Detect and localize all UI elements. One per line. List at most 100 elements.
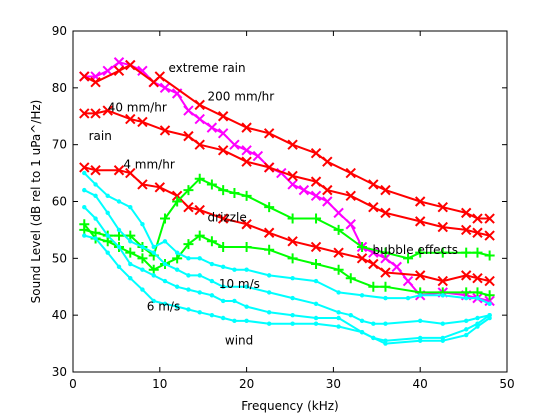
y-tick-label: 70 <box>52 138 67 152</box>
data-point-x-marker <box>310 190 322 202</box>
data-point-dot-marker <box>313 301 319 306</box>
data-point-dot-marker <box>93 182 98 187</box>
data-point-x-marker <box>380 207 391 219</box>
annotation-label: 40 mm/hr <box>108 101 167 115</box>
data-point-x-marker <box>460 270 472 281</box>
data-point-dot-marker <box>162 278 168 284</box>
data-point-dot-marker <box>220 315 226 321</box>
data-point-x-marker <box>460 224 472 236</box>
data-point-plus-marker <box>102 236 113 247</box>
data-point-dot-marker <box>197 290 202 295</box>
data-point-dot-marker <box>140 267 145 272</box>
data-point-dot-marker <box>440 293 445 298</box>
data-point-plus-marker <box>114 230 125 241</box>
data-point-x-marker <box>484 275 495 287</box>
data-point-x-marker <box>194 99 205 111</box>
data-point-plus-marker <box>172 253 183 264</box>
data-point-x-marker <box>472 227 483 238</box>
data-point-dot-marker <box>151 273 156 278</box>
data-point-dot-marker <box>418 318 423 324</box>
data-point-plus-marker <box>437 247 448 258</box>
series-1 <box>79 59 495 224</box>
data-point-plus-marker <box>183 239 194 250</box>
data-point-dot-marker <box>105 193 110 199</box>
data-point-dot-marker <box>186 256 191 261</box>
data-point-x-marker <box>183 105 194 116</box>
data-point-x-marker <box>79 71 90 82</box>
data-point-dot-marker <box>140 222 145 227</box>
data-point-x-marker <box>380 184 391 196</box>
data-point-dot-marker <box>290 276 295 281</box>
annotation-label: bubble effects <box>372 243 458 257</box>
data-point-plus-marker <box>264 244 275 255</box>
data-point-dot-marker <box>140 244 145 250</box>
data-point-dot-marker <box>105 210 110 216</box>
data-point-dot-marker <box>475 324 480 329</box>
data-point-plus-marker <box>403 253 414 264</box>
data-point-dot-marker <box>174 284 180 289</box>
data-point-x-marker <box>113 57 125 68</box>
data-point-dot-marker <box>209 312 215 318</box>
series-line <box>84 109 490 237</box>
data-point-plus-marker <box>137 253 148 264</box>
annotation-label: drizzle <box>208 210 247 224</box>
series-5 <box>79 219 495 301</box>
data-point-x-marker <box>322 196 333 207</box>
x-tick-label: 10 <box>152 377 167 391</box>
data-point-x-marker <box>437 221 448 233</box>
data-point-plus-marker <box>472 247 483 258</box>
data-point-plus-marker <box>461 247 472 258</box>
data-point-x-marker <box>217 213 229 224</box>
data-point-dot-marker <box>82 233 87 238</box>
data-point-dot-marker <box>383 321 388 326</box>
data-point-x-marker <box>90 165 101 176</box>
data-point-dot-marker <box>371 321 376 326</box>
data-point-plus-marker <box>333 224 344 235</box>
data-point-dot-marker <box>440 321 445 326</box>
data-point-dot-marker <box>93 236 98 241</box>
data-point-plus-marker <box>241 190 252 201</box>
data-point-dot-marker <box>116 199 122 204</box>
data-point-x-marker <box>194 139 205 150</box>
data-point-dot-marker <box>128 261 133 267</box>
data-point-plus-marker <box>287 253 298 264</box>
data-point-x-marker <box>90 76 101 88</box>
data-point-dot-marker <box>209 278 215 284</box>
data-point-dot-marker <box>487 315 492 321</box>
y-axis-label: Sound Level (dB rel to 1 uPa^/Hz) <box>29 100 43 304</box>
data-point-x-marker <box>113 165 125 176</box>
y-tick-label: 60 <box>52 195 67 209</box>
data-point-x-marker <box>472 213 483 224</box>
annotation-label: 4 mm/hr <box>123 158 174 172</box>
data-point-plus-marker <box>218 185 229 196</box>
x-tick-label: 50 <box>499 377 514 391</box>
data-point-plus-marker <box>194 230 205 241</box>
series-7 <box>82 187 492 326</box>
data-point-x-marker <box>333 247 344 258</box>
data-point-dot-marker <box>105 250 110 255</box>
data-point-plus-marker <box>345 273 356 284</box>
data-point-x-marker <box>414 196 426 207</box>
data-point-x-marker <box>356 253 368 264</box>
data-point-dot-marker <box>197 273 202 278</box>
data-point-x-marker <box>484 230 495 241</box>
data-point-plus-marker <box>311 213 322 224</box>
data-point-plus-marker <box>380 281 391 292</box>
data-point-dot-marker <box>116 244 122 250</box>
data-point-dot-marker <box>348 312 353 318</box>
data-point-x-marker <box>125 167 136 179</box>
data-point-x-marker <box>402 275 414 287</box>
data-point-dot-marker <box>186 287 191 292</box>
annotation-label: 200 mm/hr <box>208 89 275 103</box>
data-point-x-marker <box>333 207 344 219</box>
data-point-x-marker <box>79 162 90 173</box>
data-point-x-marker <box>252 150 264 162</box>
data-point-x-marker <box>194 113 205 125</box>
data-point-x-marker <box>263 128 275 139</box>
data-point-x-marker <box>241 145 252 156</box>
data-point-dot-marker <box>313 278 319 284</box>
data-point-dot-marker <box>128 239 133 244</box>
data-point-x-marker <box>229 139 240 150</box>
data-point-x-marker <box>484 295 495 307</box>
